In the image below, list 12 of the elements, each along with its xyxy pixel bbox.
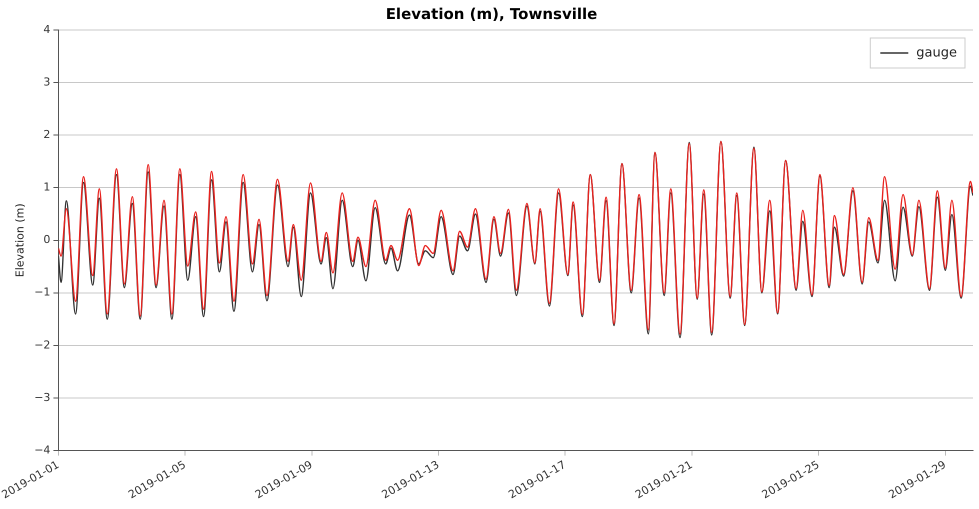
y-axis-title: Elevation (m)	[13, 203, 26, 278]
legend-label: gauge	[916, 45, 958, 60]
y-tick-label: 1	[43, 180, 50, 194]
y-tick-label: 3	[43, 75, 50, 88]
chart-title: Elevation (m), Townsville	[386, 4, 598, 23]
y-tick-label: −2	[34, 338, 50, 352]
y-tick-label: −4	[34, 443, 50, 456]
y-tick-label: −1	[34, 286, 50, 299]
y-tick-label: 0	[43, 233, 50, 246]
y-tick-label: 4	[43, 22, 50, 36]
y-tick-label: −3	[34, 390, 50, 404]
y-tick-label: 2	[43, 128, 50, 142]
